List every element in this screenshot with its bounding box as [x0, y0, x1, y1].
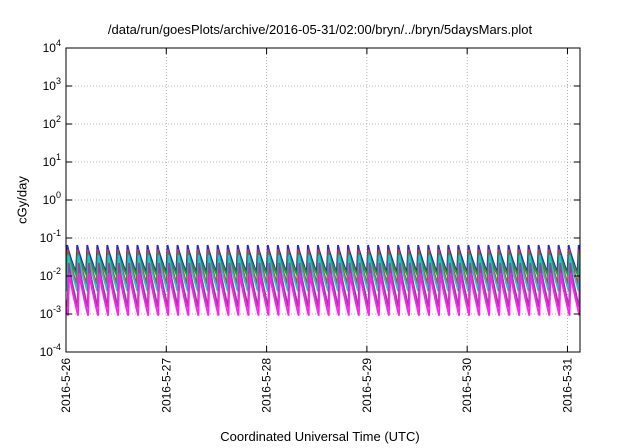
- x-tick-label: 2016-5-30: [460, 358, 474, 413]
- y-axis: 10-4 10-3 10-2 10-1 100 101 102 103 104: [40, 38, 580, 359]
- x-tick-label: 2016-5-31: [560, 358, 574, 413]
- series-line: [66, 249, 580, 285]
- x-tick-label: 2016-5-26: [59, 358, 73, 413]
- x-axis-label: Coordinated Universal Time (UTC): [220, 429, 420, 444]
- y-tick-label: 102: [43, 114, 61, 131]
- chart-title: /data/run/goesPlots/archive/2016-05-31/0…: [107, 22, 533, 37]
- y-tick-label: 104: [43, 38, 61, 55]
- x-tick-label: 2016-5-29: [360, 358, 374, 413]
- series-group: [66, 244, 580, 316]
- y-tick-label: 10-4: [40, 342, 61, 359]
- plot-frame: [65, 47, 581, 353]
- grid: [65, 48, 580, 352]
- x-tick-label: 2016-5-27: [159, 358, 173, 413]
- y-tick-label: 103: [43, 76, 61, 93]
- y-axis-label: cGy/day: [14, 176, 30, 224]
- x-tick-label: 2016-5-28: [260, 358, 274, 413]
- series-line: [66, 272, 580, 316]
- y-tick-label: 101: [43, 152, 61, 169]
- x-axis: 2016-5-26 2016-5-27 2016-5-28 2016-5-29 2016…: [59, 48, 574, 413]
- y-tick-label: 10-1: [40, 228, 61, 245]
- y-tick-label: 10-2: [40, 266, 61, 283]
- y-tick-label: 10-3: [40, 304, 61, 321]
- y-tick-label: 100: [43, 190, 61, 207]
- series-line: [66, 252, 580, 277]
